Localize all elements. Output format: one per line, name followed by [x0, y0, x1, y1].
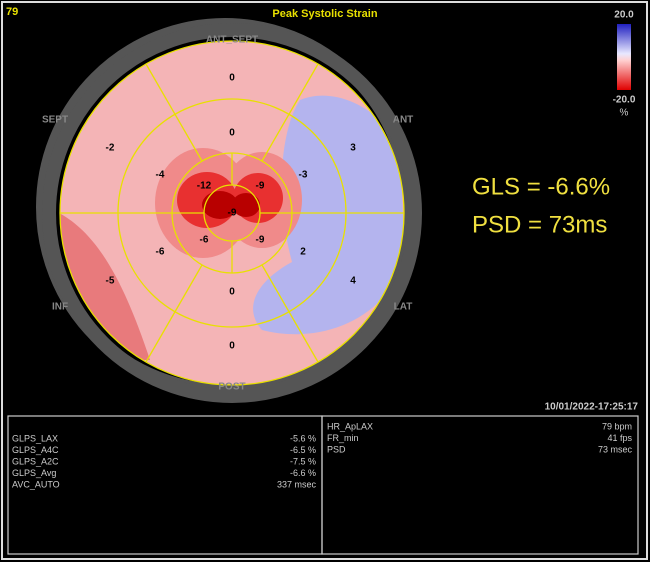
gls-annotation: GLS = -6.6%	[472, 173, 610, 200]
row-label: GLPS_A4C	[12, 445, 59, 455]
row-value: 337 msec	[277, 479, 317, 489]
segment-grid	[59, 40, 405, 386]
row-value: -7.5 %	[290, 456, 316, 466]
frame-rate: 79	[6, 6, 18, 18]
segment-value: 3	[350, 143, 356, 154]
bullseye: ANT_SEPT ANT LAT POST INF SEPT 0 3 4 0 -…	[36, 18, 422, 403]
row-label: HR_ApLAX	[327, 421, 373, 431]
row-label: GLPS_A2C	[12, 456, 59, 466]
row-value: 79 bpm	[602, 421, 632, 431]
color-bar	[617, 24, 631, 90]
wall-label: ANT	[393, 115, 414, 126]
segment-value: 0	[229, 287, 235, 298]
psd-annotation: PSD = 73ms	[472, 211, 607, 238]
segment-value: -6	[200, 235, 209, 246]
wall-label: SEPT	[42, 115, 68, 126]
segment-value: 2	[300, 247, 306, 258]
segment-value: -4	[156, 170, 165, 181]
strain-region	[202, 191, 238, 219]
row-value: -5.6 %	[290, 433, 316, 443]
segment-value: -9	[256, 181, 265, 192]
strain-map	[60, 41, 404, 385]
segment-value: 0	[229, 128, 235, 139]
ring	[42, 23, 422, 403]
row-value: -6.5 %	[290, 445, 316, 455]
color-bar-min: -20.0	[613, 95, 636, 106]
title: Peak Systolic Strain	[272, 8, 377, 20]
wall-label: INF	[52, 302, 68, 313]
segment-value: -9	[228, 208, 237, 219]
row-label: PSD	[327, 444, 346, 454]
row-label: FR_min	[327, 433, 359, 443]
strain-region	[253, 95, 404, 335]
segment-value: -3	[299, 170, 308, 181]
strain-region	[232, 193, 260, 217]
measurement-panel	[7, 415, 639, 555]
segment-value: -2	[106, 143, 115, 154]
row-value: -6.6 %	[290, 468, 316, 478]
segment-value: 0	[229, 73, 235, 84]
segment-value: -12	[197, 181, 212, 192]
wall-label: ANT_SEPT	[206, 35, 258, 46]
wall-label: POST	[218, 382, 245, 393]
measurement-tables: GLPS_LAX -5.6 % GLPS_A4C -6.5 % GLPS_A2C -7.5…	[12, 421, 632, 489]
row-label: AVC_AUTO	[12, 479, 60, 489]
row-label: GLPS_Avg	[12, 468, 56, 478]
row-label: GLPS_LAX	[12, 433, 58, 443]
color-bar-max: 20.0	[614, 10, 634, 21]
segment-value: 4	[350, 276, 356, 287]
color-bar-unit: %	[620, 108, 629, 119]
wall-label: LAT	[394, 302, 413, 313]
segment-value: 0	[229, 341, 235, 352]
segment-value: -5	[106, 276, 115, 287]
segment-value: -9	[256, 235, 265, 246]
timestamp: 10/01/2022-17:25:17	[545, 402, 639, 413]
segment-value: -6	[156, 247, 165, 258]
row-value: 41 fps	[607, 433, 632, 443]
row-value: 73 msec	[598, 444, 633, 454]
